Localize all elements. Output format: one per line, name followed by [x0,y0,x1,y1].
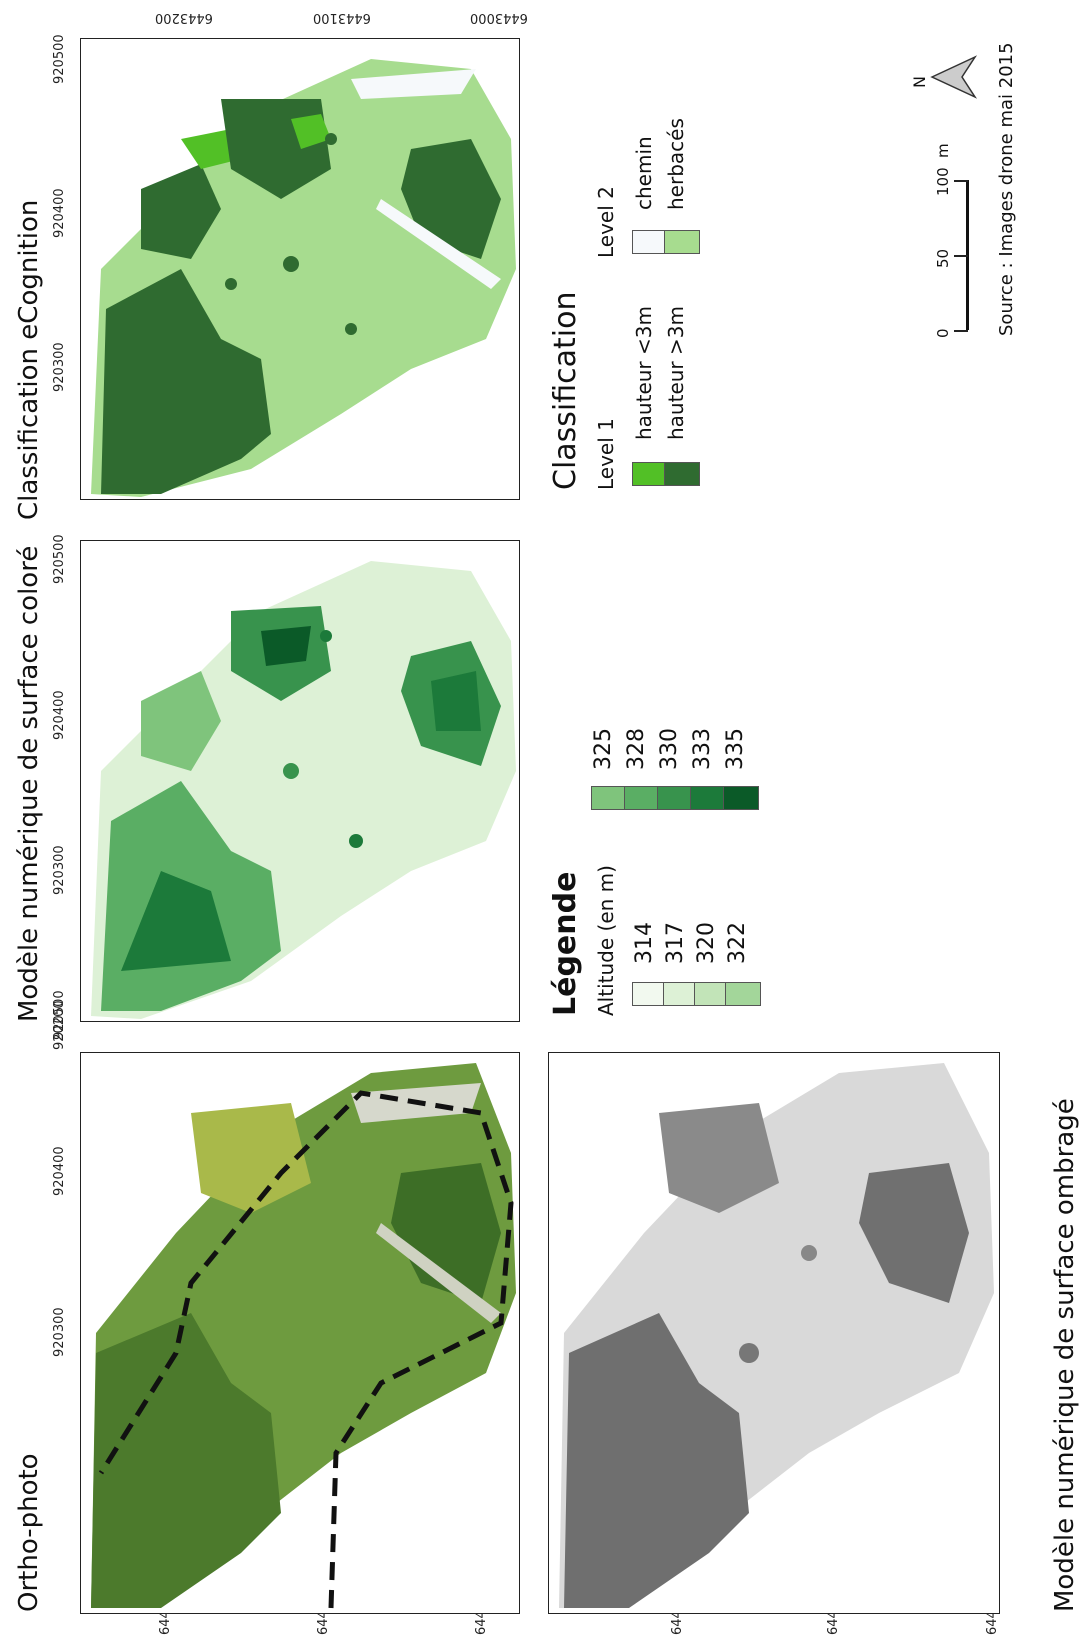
altitude-322-label: 322 [725,922,750,964]
altitude-335-label: 335 [723,728,748,770]
classification-title: Classification eCognition [14,199,44,520]
left-tick-mns-4: 920500 [52,534,67,584]
classification-legend-title: Classification [548,291,583,490]
source-text: Source : Images drone mai 2015 [996,42,1017,336]
scale-label-0: 0 [934,328,952,338]
altitude-335-swatch [723,786,759,810]
classification-map [80,38,520,500]
altitude-314-label: 314 [632,922,657,964]
altitude-328-swatch [624,786,660,810]
level1-swatch-high [664,462,700,486]
level2-chemin-label: chemin [632,136,656,210]
level2-label: Level 2 [594,186,618,258]
left-tick-ortho-1: 920300 [52,1307,67,1357]
ortho-title: Ortho-photo [14,1453,44,1612]
left-tick-class-1: 920300 [52,342,67,392]
top-tick-3: 6443000 [470,10,528,25]
level1-low-label: hauteur <3m [632,306,656,440]
altitude-317-label: 317 [663,922,688,964]
altitude-330-label: 330 [657,728,682,770]
altitude-322-swatch [725,982,761,1006]
altitude-330-swatch [657,786,693,810]
altitude-325-swatch [591,786,627,810]
altitude-328-label: 328 [624,728,649,770]
north-label: N [910,76,929,88]
left-tick-class-2: 920400 [52,188,67,238]
left-tick-class-3: 920500 [52,34,67,84]
north-arrow-icon [930,55,980,100]
level2-swatch-herbaces [664,230,700,254]
mns-colored-title: Modèle numérique de surface coloré [14,545,44,1022]
scale-label-100: 100 [934,167,952,196]
altitude-320-label: 320 [694,922,719,964]
top-tick-2: 6443100 [313,10,371,25]
left-tick-mns-1: 920200 [52,1000,67,1050]
top-tick-1: 6443200 [155,10,213,25]
level1-swatch-low [632,462,668,486]
mns-shaded-map [548,1052,1000,1614]
level1-high-label: hauteur >3m [664,306,688,440]
legend-title: Légende [548,871,583,1016]
scale-label-50: 50 [934,248,952,268]
altitude-314-swatch [632,982,668,1006]
left-tick-mns-3: 920400 [52,690,67,740]
scale-unit: m [934,143,952,158]
level2-herbaces-label: herbacés [664,118,688,210]
mns-shaded-title: Modèle numérique de surface ombragé [1050,1098,1080,1612]
left-tick-mns-2: 920300 [52,845,67,895]
altitude-325-label: 325 [591,728,616,770]
mns-colored-map [80,540,520,1022]
altitude-320-swatch [694,982,730,1006]
altitude-317-swatch [663,982,699,1006]
altitude-label: Altitude (en m) [594,865,618,1016]
ortho-map [80,1052,520,1614]
level2-swatch-chemin [632,230,668,254]
scale-tick-100 [954,180,968,182]
altitude-333-label: 333 [690,728,715,770]
scale-tick-50 [954,255,968,257]
altitude-333-swatch [690,786,726,810]
level1-label: Level 1 [594,418,618,490]
left-tick-ortho-2: 920400 [52,1146,67,1196]
scale-tick-0 [954,330,968,332]
